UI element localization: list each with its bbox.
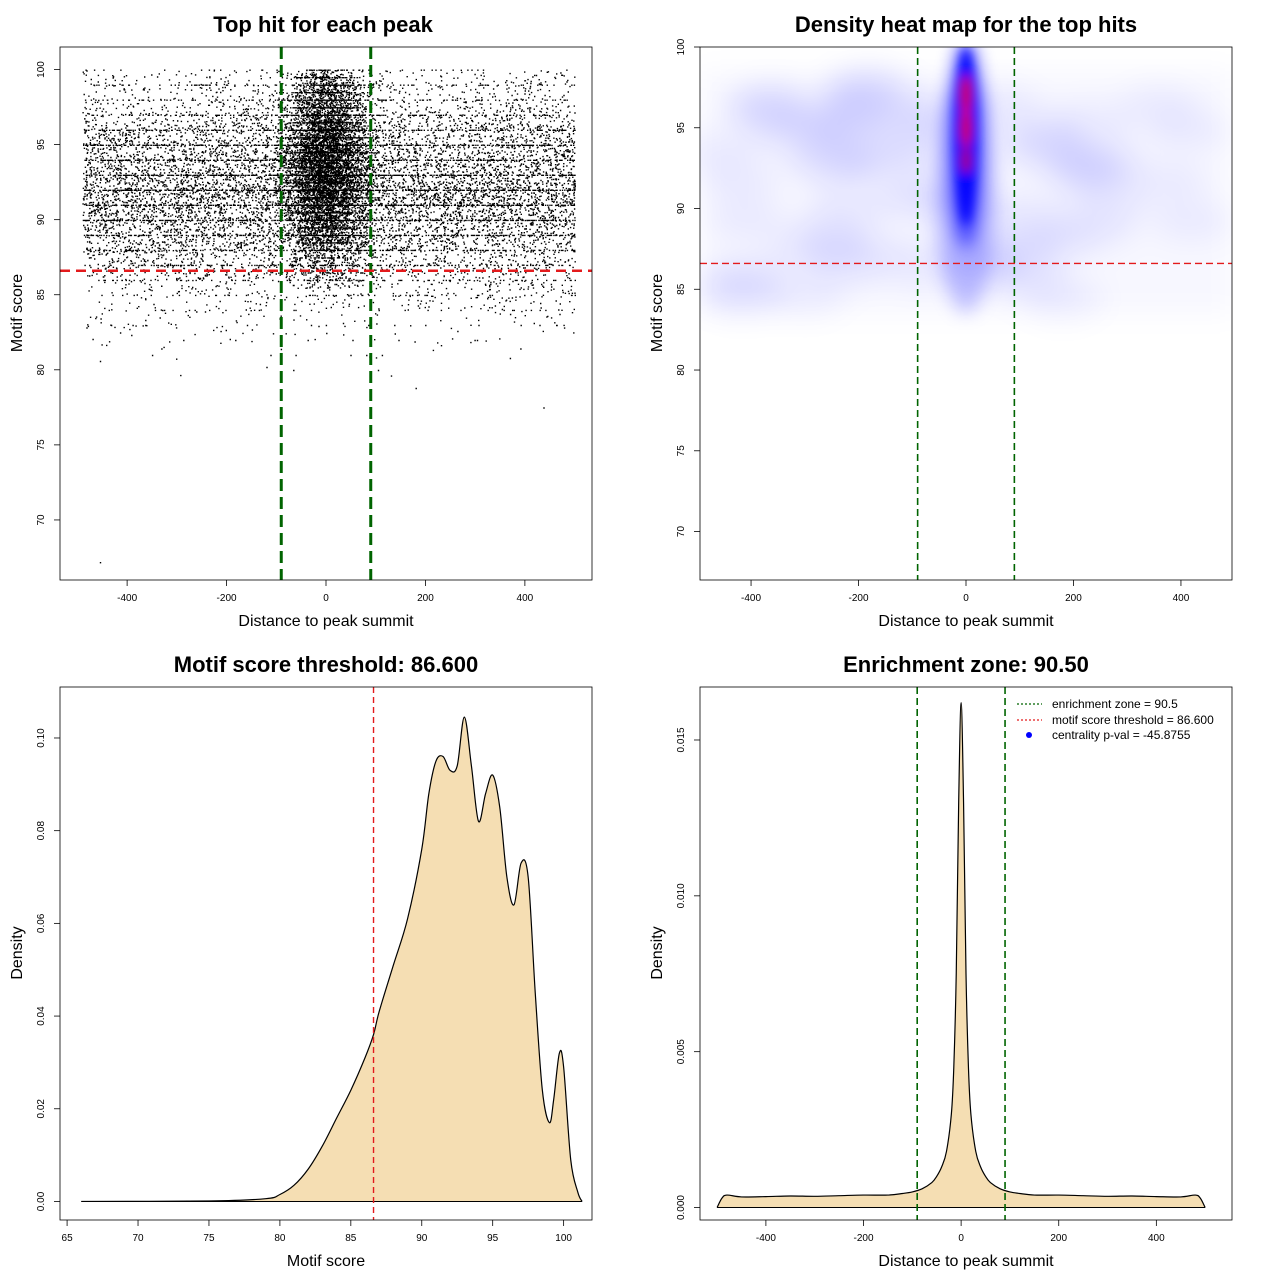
x-tick-label: 75 <box>203 1233 215 1244</box>
y-tick-label: 85 <box>36 289 47 301</box>
score-density-ylabel: Density <box>9 926 26 979</box>
legend-centrality-label: centrality p-val = -45.8755 <box>1052 728 1191 742</box>
y-tick-label: 0.010 <box>676 883 687 908</box>
distance-density-ylabel: Density <box>649 926 666 979</box>
density-line <box>716 701 1206 1208</box>
heatmap-density <box>700 47 1232 580</box>
y-tick-label: 80 <box>676 364 687 376</box>
y-tick-label: 0.04 <box>36 1006 47 1026</box>
scatter-panel: -400 -200 0 200 400 70 75 80 85 90 95 100 <box>36 46 593 604</box>
y-tick-label: 75 <box>676 445 687 457</box>
x-tick-label: 80 <box>274 1233 286 1244</box>
y-tick-label: 95 <box>36 139 47 151</box>
x-tick-label: 95 <box>487 1233 499 1244</box>
distance-density-curve <box>716 687 1206 1220</box>
distance-density-xlabel: Distance to peak summit <box>878 1253 1054 1270</box>
distance-density-axes: -400 -200 0 200 400 0.000 0.005 0.010 0.015 <box>676 686 1233 1244</box>
density-area <box>717 702 1206 1208</box>
legend-enrichment-zone-label: enrichment zone = 90.5 <box>1052 697 1178 711</box>
x-tick-label: 400 <box>1173 593 1190 604</box>
x-tick-label: 0 <box>323 593 329 604</box>
y-tick-label: 90 <box>676 203 687 215</box>
x-tick-label: 70 <box>132 1233 144 1244</box>
x-tick-label: -400 <box>117 593 137 604</box>
scatter-title: Top hit for each peak <box>213 12 433 37</box>
scatter-axes: -400 -200 0 200 400 70 75 80 85 90 95 100 <box>36 46 593 604</box>
score-density-panel: 65 70 75 80 85 90 95 100 0.00 0.02 0.04 0.06 0.08 0.1… <box>36 686 593 1244</box>
score-density-xlabel: Motif score <box>287 1253 365 1270</box>
scatter-reference-lines <box>60 47 592 580</box>
x-tick-label: 85 <box>345 1233 357 1244</box>
y-tick-label: 0.00 <box>36 1191 47 1211</box>
y-tick-label: 0.005 <box>676 1039 687 1064</box>
x-tick-label: -400 <box>756 1233 776 1244</box>
score-density-title: Motif score threshold: 86.600 <box>174 652 478 677</box>
heatmap-background-haze <box>700 64 1231 319</box>
density-area <box>81 717 583 1202</box>
y-tick-label: 0.08 <box>36 821 47 841</box>
scatter-point-cloud <box>82 69 577 564</box>
scatter-xlabel: Distance to peak summit <box>238 613 414 630</box>
x-tick-label: 200 <box>417 593 434 604</box>
heatmap-xlabel: Distance to peak summit <box>878 613 1054 630</box>
y-tick-label: 0.015 <box>676 727 687 752</box>
y-tick-label: 100 <box>36 61 47 78</box>
x-tick-label: 200 <box>1065 593 1082 604</box>
heatmap-title: Density heat map for the top hits <box>795 12 1137 37</box>
heatmap-axes: -400 -200 0 200 400 70 75 80 85 90 95 100 <box>676 38 1233 604</box>
y-tick-label: 70 <box>36 514 47 526</box>
y-tick-label: 0.000 <box>676 1195 687 1220</box>
heatmap-panel: -400 -200 0 200 400 70 75 80 85 90 95 100 <box>676 38 1233 604</box>
heatmap-core <box>956 47 976 225</box>
x-tick-label: 0 <box>963 593 969 604</box>
heatmap-ylabel: Motif score <box>649 274 666 352</box>
score-density-axes: 65 70 75 80 85 90 95 100 0.00 0.02 0.04 0.06 0.08 0.1… <box>36 686 593 1244</box>
heatmap-cells <box>700 47 1231 319</box>
legend: enrichment zone = 90.5 motif score thres… <box>1017 697 1214 742</box>
y-tick-label: 95 <box>676 122 687 134</box>
y-tick-label: 0.06 <box>36 913 47 933</box>
x-tick-label: -400 <box>741 593 761 604</box>
x-tick-label: -200 <box>849 593 869 604</box>
plot-frame <box>699 686 1233 1221</box>
x-tick-label: 90 <box>416 1233 428 1244</box>
y-tick-label: 80 <box>36 364 47 376</box>
x-tick-label: 200 <box>1050 1233 1067 1244</box>
y-tick-label: 85 <box>676 283 687 295</box>
legend-centrality-swatch <box>1026 732 1032 738</box>
x-tick-label: 400 <box>517 593 534 604</box>
density-line <box>81 716 583 1203</box>
y-tick-label: 90 <box>36 214 47 226</box>
distance-density-title: Enrichment zone: 90.50 <box>843 652 1089 677</box>
x-tick-label: 100 <box>555 1233 572 1244</box>
x-tick-label: 0 <box>958 1233 964 1244</box>
x-tick-label: -200 <box>853 1233 873 1244</box>
y-tick-label: 100 <box>676 38 687 55</box>
scatter-points <box>82 69 577 564</box>
legend-threshold-label: motif score threshold = 86.600 <box>1052 713 1214 727</box>
distance-density-panel: -400 -200 0 200 400 0.000 0.005 0.010 0.015 enri… <box>676 686 1233 1244</box>
y-tick-label: 70 <box>676 526 687 538</box>
y-tick-label: 0.02 <box>36 1099 47 1119</box>
heatmap-reference-lines <box>700 47 1232 580</box>
y-tick-label: 75 <box>36 439 47 451</box>
x-tick-label: -200 <box>217 593 237 604</box>
score-density-curve <box>81 687 583 1220</box>
plot-frame <box>59 686 593 1221</box>
x-tick-label: 400 <box>1148 1233 1165 1244</box>
x-tick-label: 65 <box>62 1233 74 1244</box>
scatter-ylabel: Motif score <box>9 274 26 352</box>
y-tick-label: 0.10 <box>36 728 47 748</box>
